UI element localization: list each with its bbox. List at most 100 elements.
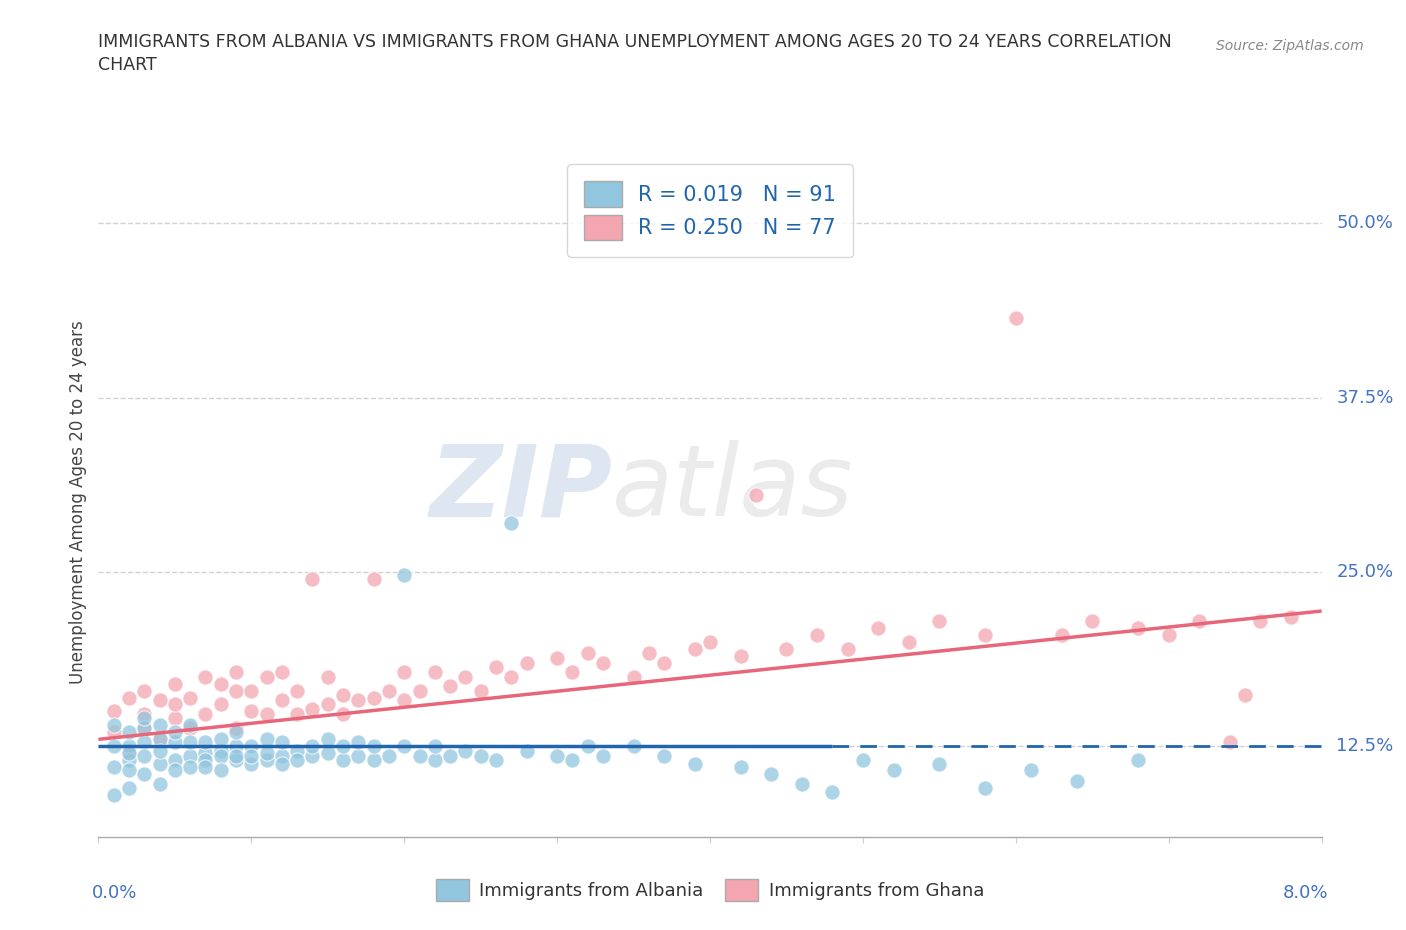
Point	[637, 645, 661, 660]
Point	[134, 749, 156, 764]
Y-axis label: Unemployment Among Ages 20 to 24 years: Unemployment Among Ages 20 to 24 years	[69, 320, 87, 684]
Text: 50.0%: 50.0%	[1336, 214, 1393, 232]
Point	[332, 753, 354, 768]
Point	[163, 698, 186, 712]
Text: 8.0%: 8.0%	[1282, 884, 1327, 902]
Point	[868, 620, 890, 635]
Point	[163, 763, 186, 777]
Point	[149, 732, 172, 747]
Point	[592, 749, 614, 764]
Point	[240, 683, 263, 698]
Point	[363, 738, 385, 753]
Point	[1234, 687, 1257, 702]
Point	[1128, 753, 1150, 768]
Point	[163, 676, 186, 691]
Point	[194, 746, 217, 761]
Point	[163, 725, 186, 740]
Point	[225, 738, 247, 753]
Point	[652, 749, 675, 764]
Point	[1066, 774, 1088, 789]
Point	[285, 753, 308, 768]
Point	[301, 749, 323, 764]
Point	[270, 735, 294, 750]
Text: 37.5%: 37.5%	[1336, 389, 1393, 406]
Point	[256, 753, 278, 768]
Point	[1004, 311, 1026, 325]
Point	[103, 760, 125, 775]
Point	[1249, 614, 1271, 629]
Point	[1188, 614, 1211, 629]
Point	[592, 656, 614, 671]
Point	[1157, 628, 1180, 643]
Point	[821, 785, 844, 800]
Point	[683, 642, 706, 657]
Point	[270, 665, 294, 680]
Point	[301, 701, 323, 716]
Point	[423, 753, 446, 768]
Point	[806, 628, 828, 643]
Point	[378, 749, 401, 764]
Point	[928, 757, 950, 772]
Point	[270, 693, 294, 708]
Point	[179, 749, 201, 764]
Point	[194, 707, 217, 722]
Point	[194, 753, 217, 768]
Point	[149, 743, 172, 758]
Point	[332, 738, 354, 753]
Point	[134, 735, 156, 750]
Point	[149, 718, 172, 733]
Point	[730, 648, 752, 663]
Point	[332, 687, 354, 702]
Point	[576, 645, 599, 660]
Point	[149, 777, 172, 791]
Point	[209, 743, 232, 758]
Point	[423, 665, 446, 680]
Point	[775, 642, 797, 657]
Point	[240, 749, 263, 764]
Point	[256, 732, 278, 747]
Point	[928, 614, 950, 629]
Point	[163, 753, 186, 768]
Point	[561, 665, 583, 680]
Point	[470, 683, 492, 698]
Point	[179, 721, 201, 736]
Point	[883, 763, 905, 777]
Point	[103, 704, 125, 719]
Point	[683, 757, 706, 772]
Point	[347, 749, 370, 764]
Point	[134, 711, 156, 726]
Point	[392, 738, 416, 753]
Point	[118, 781, 141, 796]
Point	[454, 743, 477, 758]
Text: CHART: CHART	[98, 56, 157, 73]
Point	[347, 693, 370, 708]
Point	[423, 738, 446, 753]
Point	[118, 746, 141, 761]
Point	[149, 757, 172, 772]
Point	[408, 749, 430, 764]
Point	[790, 777, 813, 791]
Point	[103, 718, 125, 733]
Point	[301, 738, 323, 753]
Text: IMMIGRANTS FROM ALBANIA VS IMMIGRANTS FROM GHANA UNEMPLOYMENT AMONG AGES 20 TO 2: IMMIGRANTS FROM ALBANIA VS IMMIGRANTS FR…	[98, 33, 1173, 50]
Point	[103, 738, 125, 753]
Point	[652, 656, 675, 671]
Point	[103, 788, 125, 803]
Point	[256, 746, 278, 761]
Point	[316, 732, 339, 747]
Point	[285, 683, 308, 698]
Point	[240, 704, 263, 719]
Point	[1279, 609, 1302, 624]
Point	[194, 735, 217, 750]
Point	[118, 753, 141, 768]
Point	[163, 711, 186, 726]
Point	[225, 721, 247, 736]
Point	[623, 670, 645, 684]
Point	[134, 766, 156, 781]
Point	[408, 683, 430, 698]
Point	[225, 753, 247, 768]
Point	[1050, 628, 1073, 643]
Text: Source: ZipAtlas.com: Source: ZipAtlas.com	[1216, 39, 1364, 53]
Point	[225, 683, 247, 698]
Point	[194, 760, 217, 775]
